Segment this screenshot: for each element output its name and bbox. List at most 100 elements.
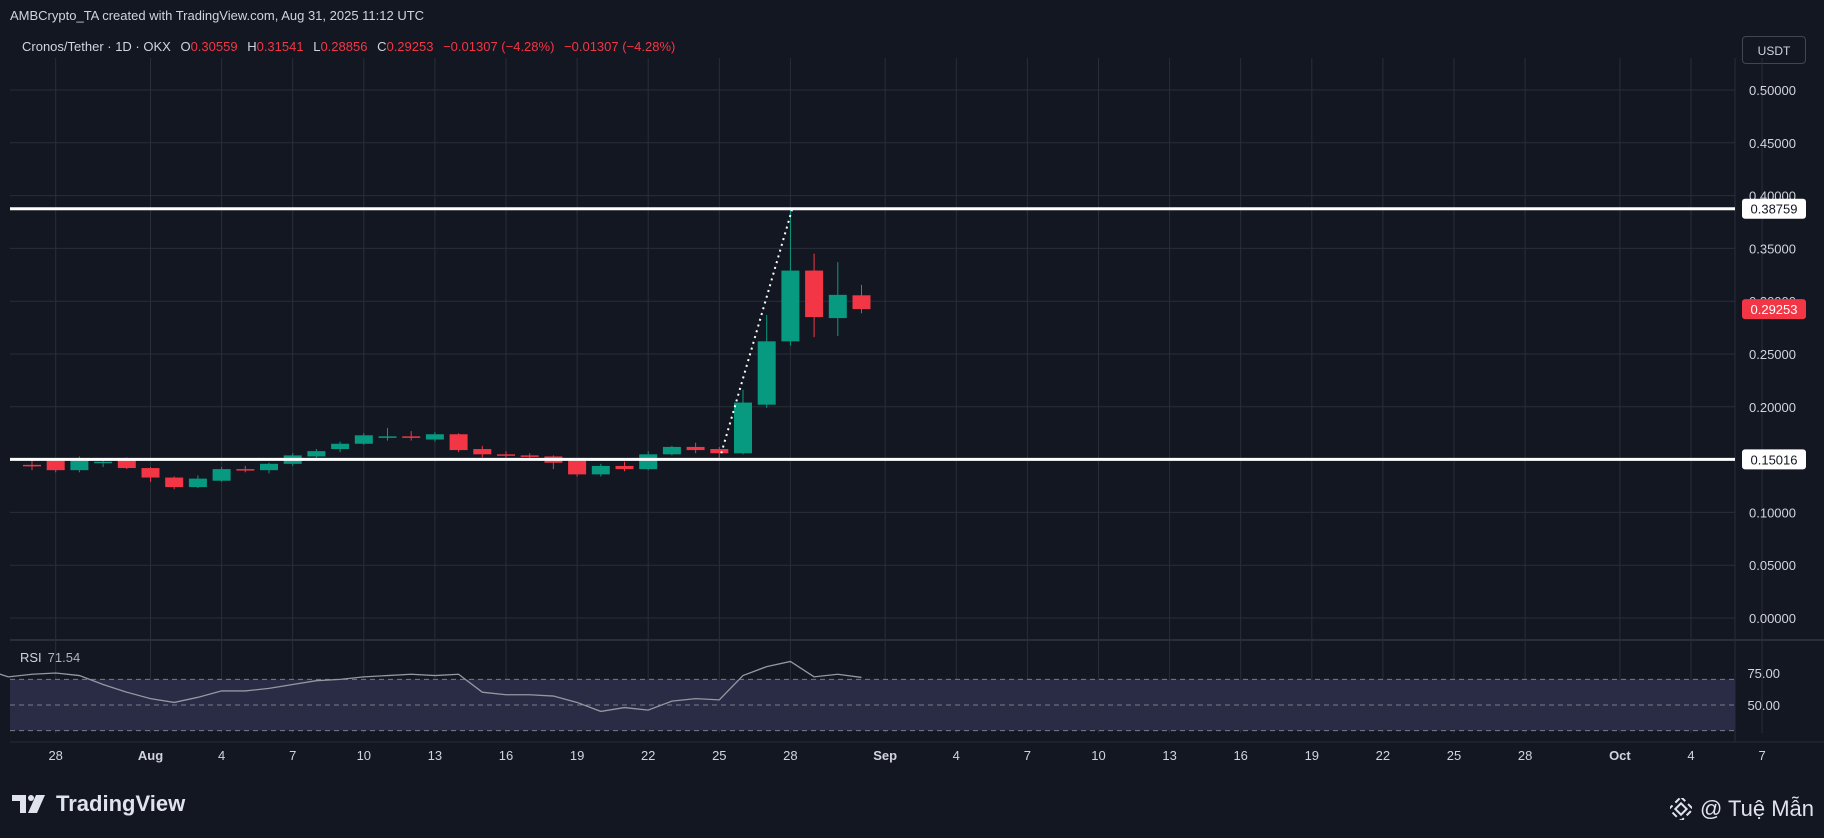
open-value: 0.30559 bbox=[190, 39, 238, 54]
time-tick-label: 10 bbox=[1091, 748, 1105, 763]
rsi-pane: 75.00 50.00 bbox=[0, 660, 1780, 732]
open-label: O bbox=[180, 39, 191, 54]
time-tick-label: 28 bbox=[1518, 748, 1532, 763]
candles bbox=[23, 207, 871, 490]
price-chart[interactable]: 0.500000.450000.400000.350000.300000.250… bbox=[0, 0, 1824, 790]
trend-line bbox=[720, 207, 794, 454]
candle-body bbox=[662, 446, 681, 455]
candle-body bbox=[568, 460, 587, 475]
candle-body bbox=[828, 294, 847, 319]
close-value: 0.29253 bbox=[386, 39, 434, 54]
author-watermark: @ Tuệ Mẫn bbox=[1669, 796, 1814, 822]
rsi-tick-label: 75.00 bbox=[1747, 666, 1780, 681]
candle-body bbox=[236, 469, 255, 471]
time-tick-label: 22 bbox=[1376, 748, 1390, 763]
price-tick-label: 0.00000 bbox=[1749, 611, 1796, 626]
tradingview-logo: TradingView bbox=[12, 790, 185, 818]
high-label: H bbox=[247, 39, 257, 54]
time-tick-label: Oct bbox=[1609, 748, 1631, 763]
time-tick-label: 7 bbox=[289, 748, 296, 763]
change-percent-value: −0.01307 (−4.28%) bbox=[564, 39, 676, 54]
time-tick-label: 25 bbox=[712, 748, 726, 763]
candle-body bbox=[46, 460, 65, 471]
brand-name: TradingView bbox=[56, 791, 186, 816]
symbol-legend: Cronos/Tether · 1D · OKX O0.30559 H0.315… bbox=[22, 39, 681, 54]
candle-body bbox=[757, 341, 776, 405]
time-tick-label: 7 bbox=[1024, 748, 1031, 763]
rsi-legend: RSI 71.54 bbox=[20, 650, 80, 665]
time-tick-label: Aug bbox=[138, 748, 163, 763]
rsi-value: 71.54 bbox=[47, 650, 81, 665]
candle-body bbox=[425, 434, 444, 440]
time-tick-label: 4 bbox=[1687, 748, 1694, 763]
time-tick-label: 13 bbox=[1162, 748, 1176, 763]
candle-body bbox=[331, 443, 350, 450]
time-tick-label: 19 bbox=[570, 748, 584, 763]
low-label: L bbox=[313, 39, 321, 54]
candle-body bbox=[520, 455, 539, 457]
close-label: C bbox=[377, 39, 387, 54]
time-tick-label: 4 bbox=[953, 748, 960, 763]
price-axis: 0.500000.450000.400000.350000.300000.250… bbox=[1749, 83, 1796, 626]
price-tick-label: 0.10000 bbox=[1749, 505, 1796, 520]
time-tick-label: 13 bbox=[428, 748, 442, 763]
candle-body bbox=[23, 464, 41, 467]
time-tick-label: Sep bbox=[873, 748, 897, 763]
candle-body bbox=[781, 270, 800, 342]
time-tick-label: 10 bbox=[357, 748, 371, 763]
candle-body bbox=[473, 449, 492, 455]
candle-body bbox=[354, 435, 373, 444]
price-tick-label: 0.25000 bbox=[1749, 347, 1796, 362]
horizontal-level-tag bbox=[1742, 449, 1806, 470]
watermark-text: @ Tuệ Mẫn bbox=[1699, 796, 1814, 821]
candle-body bbox=[497, 454, 515, 456]
candle-body bbox=[378, 436, 397, 438]
candle-body bbox=[307, 451, 326, 457]
currency-button[interactable]: USDT bbox=[1742, 36, 1806, 64]
time-tick-label: 28 bbox=[783, 748, 797, 763]
candle-body bbox=[734, 402, 752, 454]
candle-body bbox=[141, 468, 160, 478]
candle-body bbox=[188, 478, 207, 488]
time-tick-label: 7 bbox=[1758, 748, 1765, 763]
time-tick-label: 4 bbox=[218, 748, 225, 763]
horizontal-levels: 0.38759 0.15016 0.29253 bbox=[10, 198, 1806, 470]
time-tick-label: 22 bbox=[641, 748, 655, 763]
price-tick-label: 0.35000 bbox=[1749, 241, 1796, 256]
time-tick-label: 16 bbox=[499, 748, 513, 763]
symbol-name[interactable]: Cronos/Tether · 1D · OKX bbox=[22, 39, 171, 54]
horizontal-level-label: 0.15016 bbox=[1751, 452, 1798, 467]
last-price-label: 0.29253 bbox=[1751, 302, 1798, 317]
rsi-line bbox=[0, 660, 862, 713]
candle-body bbox=[852, 295, 871, 310]
candle-body bbox=[402, 436, 421, 438]
binance-icon bbox=[1669, 798, 1692, 820]
high-value: 0.31541 bbox=[256, 39, 304, 54]
candle-body bbox=[615, 465, 634, 470]
candle-body bbox=[449, 434, 468, 451]
time-axis: 28 Aug 4 7 10 13 16 19 22 25 28 Sep 4 7 10 13 16 19 22 25 28… bbox=[48, 748, 1765, 763]
candle-body bbox=[165, 477, 184, 488]
candle-body bbox=[710, 449, 729, 454]
last-price-tag bbox=[1742, 299, 1806, 320]
low-value: 0.28856 bbox=[320, 39, 368, 54]
candle-body bbox=[70, 460, 89, 471]
attribution-text: AMBCrypto_TA created with TradingView.co… bbox=[10, 8, 425, 23]
price-tick-label: 0.45000 bbox=[1749, 136, 1796, 151]
candle-body bbox=[260, 463, 278, 471]
candle-body bbox=[686, 446, 705, 451]
candle-body bbox=[591, 465, 610, 475]
tradingview-logo-icon bbox=[12, 795, 45, 813]
candle-body bbox=[805, 270, 824, 318]
candle-body bbox=[94, 461, 113, 464]
price-tick-label: 0.20000 bbox=[1749, 400, 1796, 415]
price-tick-label: 0.50000 bbox=[1749, 83, 1796, 98]
candle-body bbox=[212, 469, 231, 481]
price-tick-label: 0.05000 bbox=[1749, 558, 1796, 573]
grid-lines bbox=[10, 58, 1824, 743]
time-tick-label: 25 bbox=[1447, 748, 1461, 763]
change-value: −0.01307 (−4.28%) bbox=[443, 39, 555, 54]
candle-body bbox=[639, 454, 658, 470]
rsi-label: RSI bbox=[20, 650, 42, 665]
rsi-tick-label: 50.00 bbox=[1747, 698, 1780, 713]
